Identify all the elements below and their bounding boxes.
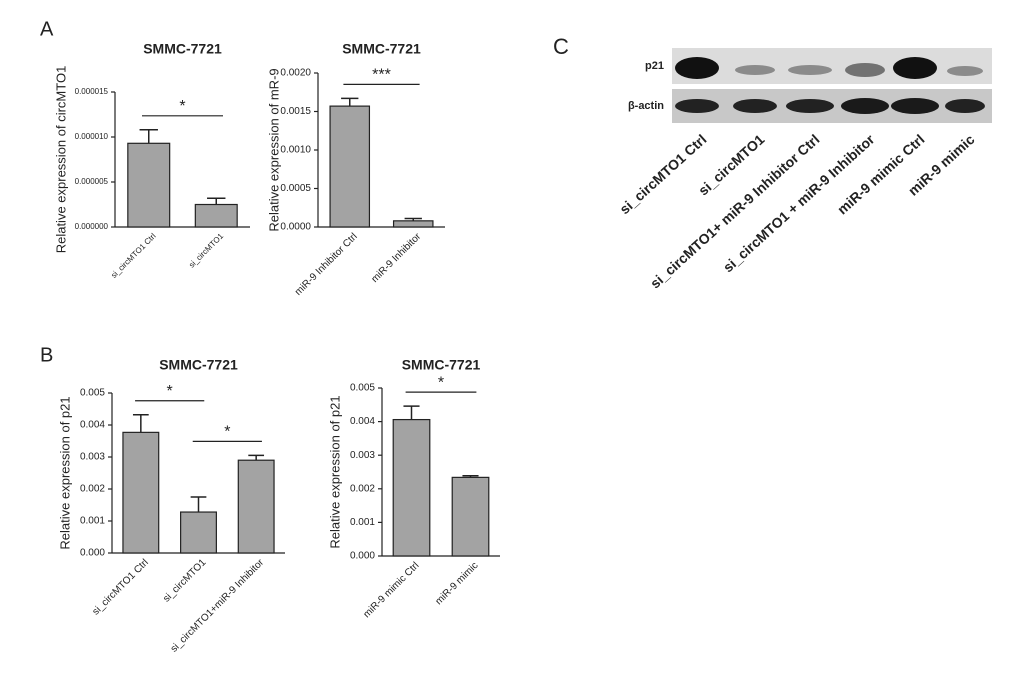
significance-label: *** [372,67,391,84]
blot-row-label: p21 [645,60,664,72]
bar [329,105,371,228]
y-tick-label: 0.002 [350,483,375,494]
error-bar [403,405,420,420]
error-bar [139,129,158,144]
y-tick-label: 0.000 [80,548,105,559]
y-tick-label: 0.000000 [75,222,109,231]
y-tick-label: 0.003 [80,452,105,463]
band [845,63,885,77]
y-tick-label: 0.000005 [75,177,109,186]
y-tick-label: 0.001 [80,516,105,527]
x-tick-label: miR-9 mimic [433,560,480,607]
x-tick-label: si_circMTO1 [187,231,225,269]
y-tick-label: 0.004 [350,416,375,427]
band [841,98,889,114]
y-tick-label: 0.0010 [280,145,311,156]
panel-label: A [40,18,54,40]
error-bar [341,97,359,107]
y-axis-label: Relative expression of p21 [57,396,72,549]
band [675,99,719,113]
x-tick-label: si_circMTO1 [161,557,209,605]
error-bar [132,414,149,433]
y-tick-label: 0.000010 [75,132,109,141]
significance-label: * [167,383,173,400]
significance-label: * [224,424,230,441]
y-tick-label: 0.005 [350,383,375,394]
y-tick-label: 0.0015 [280,106,311,117]
y-tick-label: 0.005 [80,388,105,399]
x-tick-label: miR-9 Inhibitor Ctrl [293,231,360,298]
y-tick-label: 0.003 [350,450,375,461]
x-tick-label: si_circMTO1+miR-9 Inhibitor [169,557,267,655]
y-tick-label: 0.000 [350,551,375,562]
error-bar [404,217,422,221]
band [675,57,719,79]
x-tick-label: si_circMTO1 Ctrl [91,557,151,617]
chart-title: SMMC-7721 [159,357,238,373]
significance-label: * [438,374,444,391]
x-tick-label: si_circMTO1 Ctrl [109,231,158,280]
band [891,98,939,114]
blot-lane-label: miR-9 mimic Ctrl [834,131,927,217]
y-tick-label: 0.0000 [280,222,311,233]
y-axis-label: Relative expression of p21 [327,395,342,548]
error-bar [207,197,226,205]
bar [392,220,434,228]
blot-strip [672,48,992,84]
band [947,66,983,76]
panel-label: B [40,344,53,366]
bar [194,203,238,228]
band [733,99,777,113]
error-bar [462,474,479,478]
y-tick-label: 0.001 [350,517,375,528]
x-tick-label: miR-9 Inhibitor [369,231,423,285]
panel-label: C [553,34,569,59]
band [893,57,937,79]
x-tick-label: miR-9 mimic Ctrl [361,560,421,620]
blot-row-label: β-actin [628,100,664,112]
y-tick-label: 0.0020 [280,68,311,79]
y-tick-label: 0.0005 [280,183,311,194]
band [945,99,985,113]
bar [180,511,217,554]
y-tick-label: 0.002 [80,484,105,495]
chart-title: SMMC-7721 [143,41,222,57]
y-axis-label: Relative expression of circMTO1 [53,66,68,254]
significance-label: * [179,98,185,115]
y-tick-label: 0.004 [80,420,105,431]
blot-lane-label: si_circMTO1 Ctrl [616,131,709,217]
bar [237,459,275,554]
error-bar [248,454,265,461]
chart-title: SMMC-7721 [342,41,421,57]
bar [451,476,490,557]
band [786,99,834,113]
band [788,65,832,75]
bar [127,142,171,228]
bar [392,418,431,557]
chart-title: SMMC-7721 [402,357,481,373]
y-axis-label: Relative expression of mR-9 [266,68,281,231]
error-bar [190,496,207,513]
band [735,65,775,75]
bar [122,431,160,554]
western-blot [672,48,992,123]
y-tick-label: 0.000015 [75,87,109,96]
